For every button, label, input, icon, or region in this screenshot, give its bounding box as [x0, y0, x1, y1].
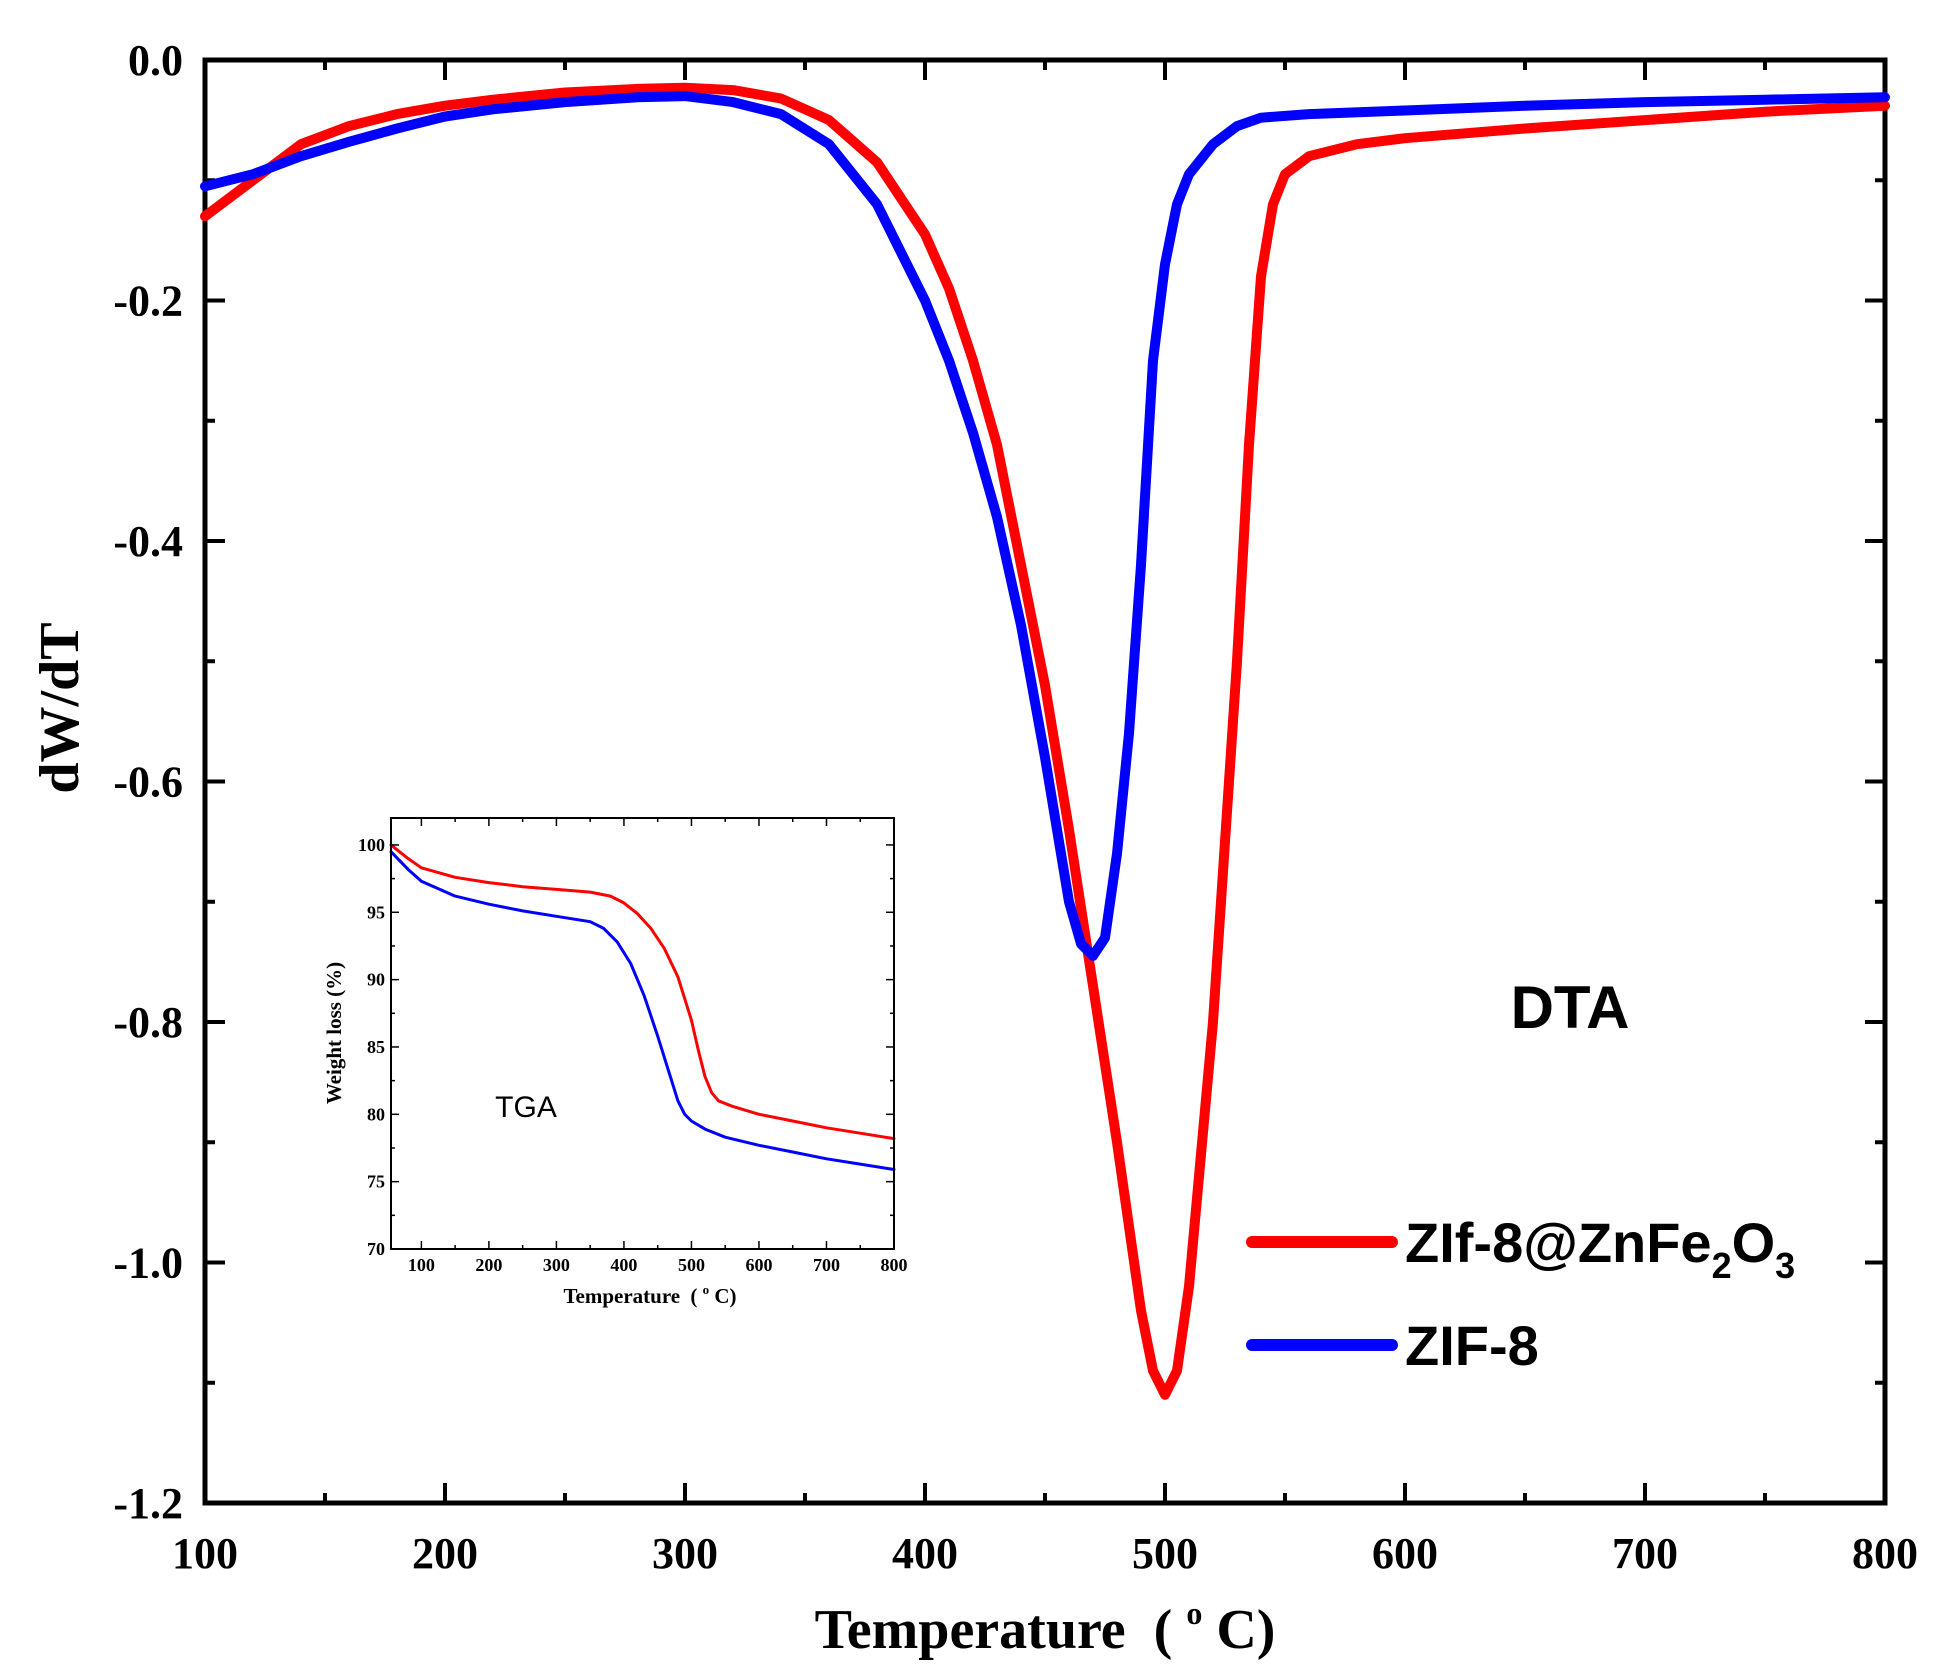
inset-xlabel-unit-sup: o: [703, 1282, 710, 1297]
inset-xlabel-word: Temperature: [563, 1284, 680, 1308]
main-ytick-label: -0.6: [113, 758, 183, 807]
inset-ylabel: Weight loss (%): [322, 962, 346, 1104]
main-xtick-label: 100: [172, 1529, 238, 1578]
legend-red-main: ZIf-8@ZnFe: [1405, 1211, 1712, 1274]
inset-xtick-label: 800: [881, 1255, 908, 1275]
inset-series: [389, 843, 896, 1171]
inset-xtick-label: 400: [610, 1255, 637, 1275]
main-xtick-label: 700: [1612, 1529, 1678, 1578]
legend-red-mid: O: [1732, 1211, 1776, 1274]
legend-red-sub2: 3: [1775, 1245, 1795, 1286]
inset-xlabel: Temperature ( o C): [563, 1275, 736, 1308]
main-series-line-1: [200, 91, 1890, 961]
main-series: [200, 82, 1890, 1400]
main-ytick-label: -1.2: [113, 1479, 183, 1528]
main-xtick-label: 300: [652, 1529, 718, 1578]
inset-xtick-label: 500: [678, 1255, 705, 1275]
main-ytick-label: 0.0: [128, 36, 183, 85]
main-xlabel-word: Temperature: [815, 1599, 1126, 1661]
main-ytick-label: -0.4: [113, 517, 183, 566]
inset-xtick-label: 300: [543, 1255, 570, 1275]
inset-xtick-label: 700: [813, 1255, 840, 1275]
inset-ytick-label: 100: [358, 835, 385, 855]
main-ytick-label: -0.2: [113, 277, 183, 326]
main-xlabel-unit-open: (: [1154, 1599, 1173, 1661]
inset-xlabel-unit-close: C): [714, 1284, 736, 1308]
main-ticks: 100 200 300 400 500 600 700 800 0.0 -0.2 -0.4 -0.6 -…: [113, 36, 1918, 1578]
main-xtick-label: 800: [1852, 1529, 1918, 1578]
main-xtick-label: 400: [892, 1529, 958, 1578]
main-ytick-label: -1.0: [113, 1239, 183, 1288]
inset-ytick-label: 75: [367, 1172, 385, 1192]
inset-frame: [390, 817, 895, 1250]
main-xlabel-unit-close: C): [1216, 1599, 1275, 1661]
main-xlabel-unit-sup: o: [1186, 1595, 1202, 1631]
main-xtick-label: 500: [1132, 1529, 1198, 1578]
dta-title: DTA: [1511, 974, 1630, 1041]
main-xlabel: Temperature ( o C): [815, 1575, 1276, 1661]
legend-label-blue: ZIF-8: [1405, 1314, 1539, 1377]
tga-title: TGA: [495, 1091, 557, 1124]
legend: ZIf-8@ZnFe2O3 ZIF-8: [1246, 1211, 1795, 1377]
main-xtick-label: 600: [1372, 1529, 1438, 1578]
main-ytick-label: -0.8: [113, 998, 183, 1047]
legend-label-red: ZIf-8@ZnFe2O3: [1405, 1211, 1795, 1286]
inset-ytick-label: 85: [367, 1037, 385, 1057]
inset-plot: 100 200 300 400 500 600 700 800 70 75 80 85 90 95100 …: [322, 817, 908, 1308]
inset-xtick-label: 200: [475, 1255, 502, 1275]
inset-series-line-1: [389, 850, 896, 1171]
main-xtick-label: 200: [412, 1529, 478, 1578]
inset-xtick-label: 100: [408, 1255, 435, 1275]
inset-ytick-label: 70: [367, 1239, 385, 1259]
legend-red-sub1: 2: [1712, 1245, 1732, 1286]
inset-xtick-label: 600: [745, 1255, 772, 1275]
inset-ytick-label: 95: [367, 902, 385, 922]
inset-ticks: 100 200 300 400 500 600 700 800 70 75 80 85 90 95 100: [358, 818, 908, 1275]
inset-series-line-0: [389, 843, 896, 1141]
inset-ytick-label: 90: [367, 970, 385, 990]
main-ylabel: dW/dT: [29, 622, 91, 793]
inset-ytick-label: 80: [367, 1104, 385, 1124]
main-series-line-0: [200, 82, 1890, 1400]
inset-background: [391, 818, 894, 1249]
inset-xlabel-unit-open: (: [690, 1284, 697, 1308]
